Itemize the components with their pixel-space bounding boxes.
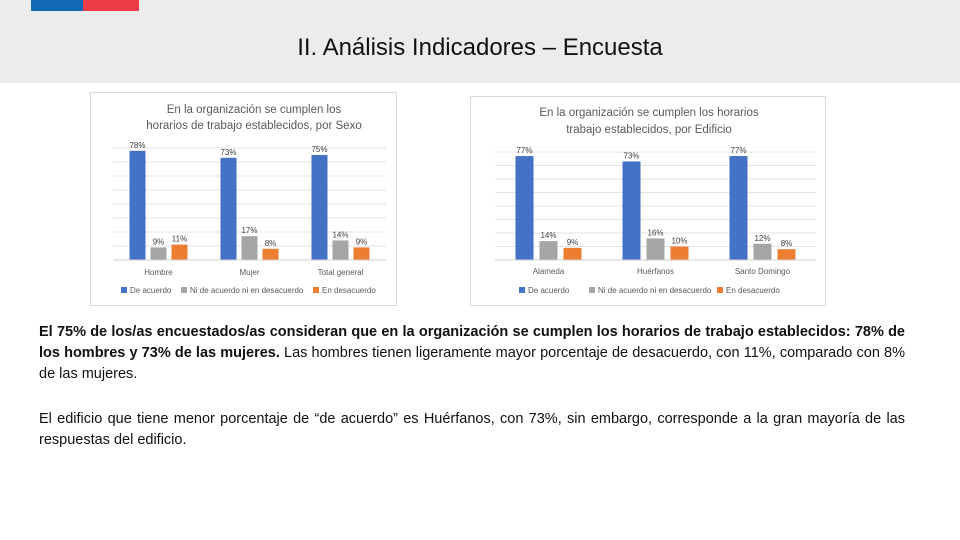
bar [729,156,748,260]
legend-neutral: Ni de acuerdo ni en desacuerdo [190,286,304,295]
bar [129,150,146,260]
legend-swatch [519,287,525,293]
page-title: II. Análisis Indicadores – Encuesta [297,34,663,61]
data-label: 8% [265,239,277,248]
legend-disagree: En desacuerdo [726,286,780,295]
bar [353,247,370,260]
legend-swatch [121,287,127,293]
bar [171,244,188,260]
flag-stripe-red [83,0,139,11]
bar [622,161,641,260]
legend-disagree: En desacuerdo [322,286,376,295]
bar [150,247,167,260]
data-label: 9% [567,238,579,247]
bar [515,156,534,260]
category-label: Huérfanos [637,267,674,276]
data-label: 14% [332,230,348,239]
legend-swatch [717,287,723,293]
bar [332,240,349,260]
data-label: 78% [129,141,145,150]
summary-bold-text: El 75% de los/as encuestados/as consider… [39,324,905,361]
chart-title-line: En la organización se cumplen los horari… [539,107,759,119]
legend-agree: De acuerdo [528,286,570,295]
data-label: 10% [671,237,687,246]
data-label: 9% [356,237,368,246]
legend-swatch [181,287,187,293]
chart-by-building: En la organización se cumplen los horari… [470,96,826,306]
legend-swatch [589,287,595,293]
bar [646,238,665,260]
data-label: 8% [781,239,793,248]
category-label: Total general [318,268,364,277]
data-label: 11% [172,235,187,244]
data-label: 73% [220,148,236,157]
category-label: Hombre [144,268,173,277]
data-label: 17% [241,226,257,235]
data-label: 14% [540,231,556,240]
data-label: 77% [730,146,746,155]
bar [241,236,258,260]
flag-stripe-blue [31,0,83,11]
header-bar: II. Análisis Indicadores – Encuesta [0,0,960,83]
bar [563,247,582,260]
data-label: 16% [647,228,663,237]
data-label: 9% [153,237,165,246]
summary-normal-text: Las hombres tienen ligeramente mayor por… [39,345,905,382]
data-label: 73% [623,151,639,160]
summary-paragraph-1: El 75% de los/as encuestados/as consider… [39,322,905,385]
category-label: Santo Domingo [735,267,791,276]
legend-swatch [313,287,319,293]
bar [262,248,279,260]
bar [311,155,328,260]
category-label: Alameda [533,267,565,276]
bar [777,249,796,260]
chart-by-building-svg: En la organización se cumplen los horari… [495,107,816,295]
chart-by-sex-svg: En la organización se cumplen los horario… [113,104,386,295]
data-label: 75% [311,145,327,154]
chart-title-line: horarios de trabajo establecidos, por Se… [146,120,361,132]
bar [753,243,772,260]
data-label: 12% [754,234,770,243]
bar [220,157,237,260]
summary-paragraph-2: El edificio que tiene menor porcentaje d… [39,409,905,451]
data-label: 77% [516,146,532,155]
category-label: Mujer [239,268,259,277]
chart-by-sex: En la organización se cumplen los horario… [90,92,397,306]
chart-title-line: En la organización se cumplen los [167,104,342,116]
chart-title-line: trabajo establecidos, por Edificio [566,124,732,136]
legend-agree: De acuerdo [130,286,172,295]
bar [539,241,558,260]
building-summary-text: El edificio que tiene menor porcentaje d… [39,411,905,448]
bar [670,246,689,260]
legend-neutral: Ni de acuerdo ni en desacuerdo [598,286,712,295]
